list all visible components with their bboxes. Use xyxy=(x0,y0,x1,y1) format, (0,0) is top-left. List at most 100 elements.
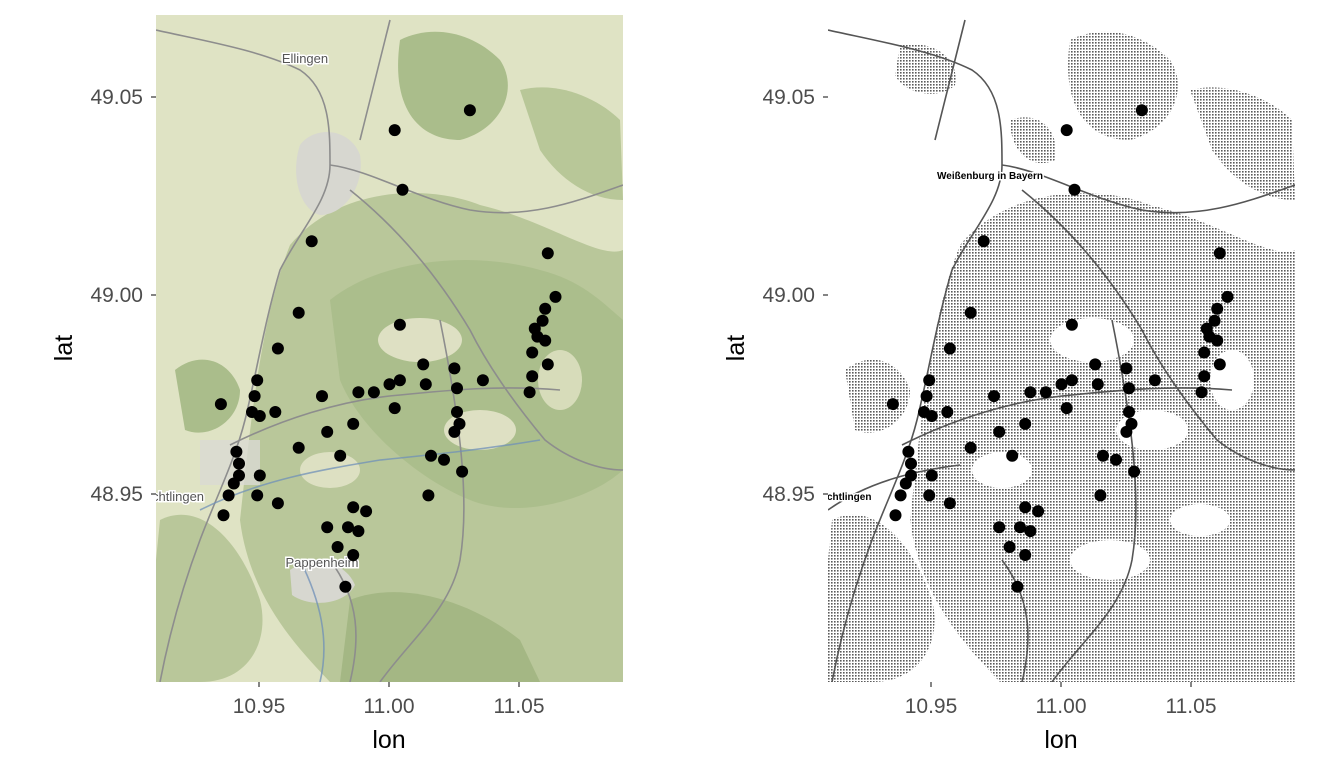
data-point[interactable] xyxy=(993,425,1006,438)
data-point[interactable] xyxy=(1091,378,1104,391)
data-point[interactable] xyxy=(1094,489,1107,502)
data-point[interactable] xyxy=(271,342,284,355)
data-point[interactable] xyxy=(230,445,243,458)
data-point[interactable] xyxy=(1110,453,1122,466)
data-point[interactable] xyxy=(1097,449,1109,462)
data-point[interactable] xyxy=(1198,346,1211,359)
data-point[interactable] xyxy=(417,358,430,371)
toner-basemap[interactable]: Weißenburg in Bayern chtlingen xyxy=(827,15,1295,682)
data-point[interactable] xyxy=(526,346,539,359)
data-point[interactable] xyxy=(448,362,461,375)
data-point[interactable] xyxy=(419,378,432,391)
data-point[interactable] xyxy=(549,290,562,303)
data-point[interactable] xyxy=(292,441,305,454)
data-point[interactable] xyxy=(894,489,907,502)
data-point[interactable] xyxy=(227,477,240,490)
data-point[interactable] xyxy=(367,386,380,399)
data-point[interactable] xyxy=(253,469,266,482)
data-point[interactable] xyxy=(1006,449,1019,462)
data-point[interactable] xyxy=(541,247,554,260)
data-point[interactable] xyxy=(438,453,450,466)
data-point[interactable] xyxy=(1198,370,1211,383)
data-point[interactable] xyxy=(1120,362,1133,375)
data-point[interactable] xyxy=(269,406,282,418)
data-point[interactable] xyxy=(321,425,334,438)
data-point[interactable] xyxy=(334,449,347,462)
data-point[interactable] xyxy=(360,505,373,518)
data-point[interactable] xyxy=(943,497,956,510)
data-point[interactable] xyxy=(1065,318,1078,331)
data-point[interactable] xyxy=(539,302,552,315)
data-point[interactable] xyxy=(1060,124,1073,137)
data-point[interactable] xyxy=(1148,374,1161,387)
data-point[interactable] xyxy=(1055,378,1068,391)
data-point[interactable] xyxy=(1024,525,1037,538)
data-point[interactable] xyxy=(339,580,352,593)
data-point[interactable] xyxy=(305,235,318,248)
data-point[interactable] xyxy=(977,235,990,248)
data-point[interactable] xyxy=(886,398,899,411)
data-point[interactable] xyxy=(388,124,401,137)
data-point[interactable] xyxy=(1221,290,1234,303)
terrain-basemap[interactable]: Ellingen chtlingen Pappenheim xyxy=(152,15,623,682)
data-point[interactable] xyxy=(253,410,266,422)
data-point[interactable] xyxy=(393,318,406,331)
data-point[interactable] xyxy=(251,374,264,387)
data-point[interactable] xyxy=(248,390,261,403)
data-point[interactable] xyxy=(393,374,406,387)
data-point[interactable] xyxy=(396,183,409,196)
data-point[interactable] xyxy=(902,445,915,458)
data-point[interactable] xyxy=(1128,465,1141,478)
data-point[interactable] xyxy=(1089,358,1102,371)
data-point[interactable] xyxy=(1032,505,1045,518)
data-point[interactable] xyxy=(1135,104,1148,117)
data-point[interactable] xyxy=(1019,549,1032,561)
data-point[interactable] xyxy=(1014,521,1026,534)
data-point[interactable] xyxy=(476,374,489,387)
data-point[interactable] xyxy=(383,378,396,391)
data-point[interactable] xyxy=(425,449,437,462)
data-point[interactable] xyxy=(1213,358,1226,371)
data-point[interactable] xyxy=(964,306,977,319)
data-point[interactable] xyxy=(905,457,917,470)
data-point[interactable] xyxy=(451,406,463,418)
data-point[interactable] xyxy=(214,398,227,411)
data-point[interactable] xyxy=(347,417,360,430)
data-point[interactable] xyxy=(925,410,938,422)
data-point[interactable] xyxy=(251,489,264,502)
data-point[interactable] xyxy=(448,425,461,438)
data-point[interactable] xyxy=(1065,374,1078,387)
data-point[interactable] xyxy=(523,386,536,399)
data-point[interactable] xyxy=(347,549,360,561)
data-point[interactable] xyxy=(526,370,539,383)
data-point[interactable] xyxy=(539,334,552,347)
data-point[interactable] xyxy=(941,406,954,418)
data-point[interactable] xyxy=(988,390,1000,403)
data-point[interactable] xyxy=(316,390,328,403)
data-point[interactable] xyxy=(925,469,938,482)
data-point[interactable] xyxy=(352,386,365,399)
data-point[interactable] xyxy=(388,402,401,415)
data-point[interactable] xyxy=(422,489,435,502)
data-point[interactable] xyxy=(331,541,344,553)
data-point[interactable] xyxy=(1060,402,1073,415)
data-point[interactable] xyxy=(1019,501,1032,514)
data-point[interactable] xyxy=(1019,417,1032,430)
data-point[interactable] xyxy=(541,358,554,371)
data-point[interactable] xyxy=(1011,580,1024,593)
data-point[interactable] xyxy=(920,390,933,403)
data-point[interactable] xyxy=(347,501,360,514)
data-point[interactable] xyxy=(222,489,235,502)
data-point[interactable] xyxy=(451,382,463,395)
data-point[interactable] xyxy=(1068,183,1081,196)
data-point[interactable] xyxy=(233,457,245,470)
data-point[interactable] xyxy=(1211,334,1224,347)
data-point[interactable] xyxy=(1120,425,1133,438)
data-point[interactable] xyxy=(923,374,936,387)
data-point[interactable] xyxy=(342,521,354,534)
data-point[interactable] xyxy=(943,342,956,355)
data-point[interactable] xyxy=(923,489,936,502)
data-point[interactable] xyxy=(1213,247,1226,260)
data-point[interactable] xyxy=(964,441,977,454)
data-point[interactable] xyxy=(1208,314,1221,327)
